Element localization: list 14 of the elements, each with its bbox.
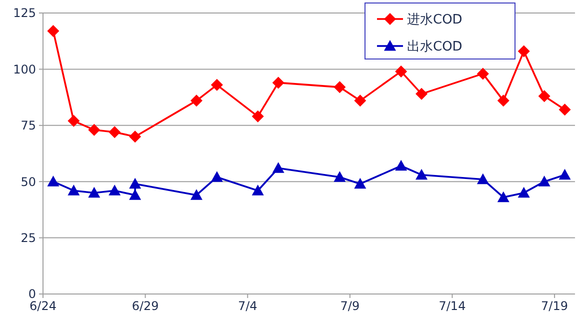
legend-label: 进水COD	[407, 12, 462, 28]
y-tick-label: 0	[28, 287, 36, 302]
x-tick-label: 6/24	[30, 299, 56, 313]
legend-label: 出水COD	[407, 40, 462, 55]
y-tick-label: 75	[20, 118, 36, 133]
x-tick-label: 6/29	[132, 299, 159, 313]
y-tick-label: 50	[20, 174, 36, 189]
x-tick-label: 7/9	[340, 299, 360, 313]
y-tick-label: 125	[13, 6, 36, 20]
y-tick-label: 100	[13, 62, 36, 76]
x-tick-label: 7/14	[438, 299, 466, 313]
y-tick-label: 25	[20, 231, 36, 245]
x-tick-label: 7/4	[238, 299, 258, 313]
x-tick-label: 7/19	[541, 299, 568, 313]
